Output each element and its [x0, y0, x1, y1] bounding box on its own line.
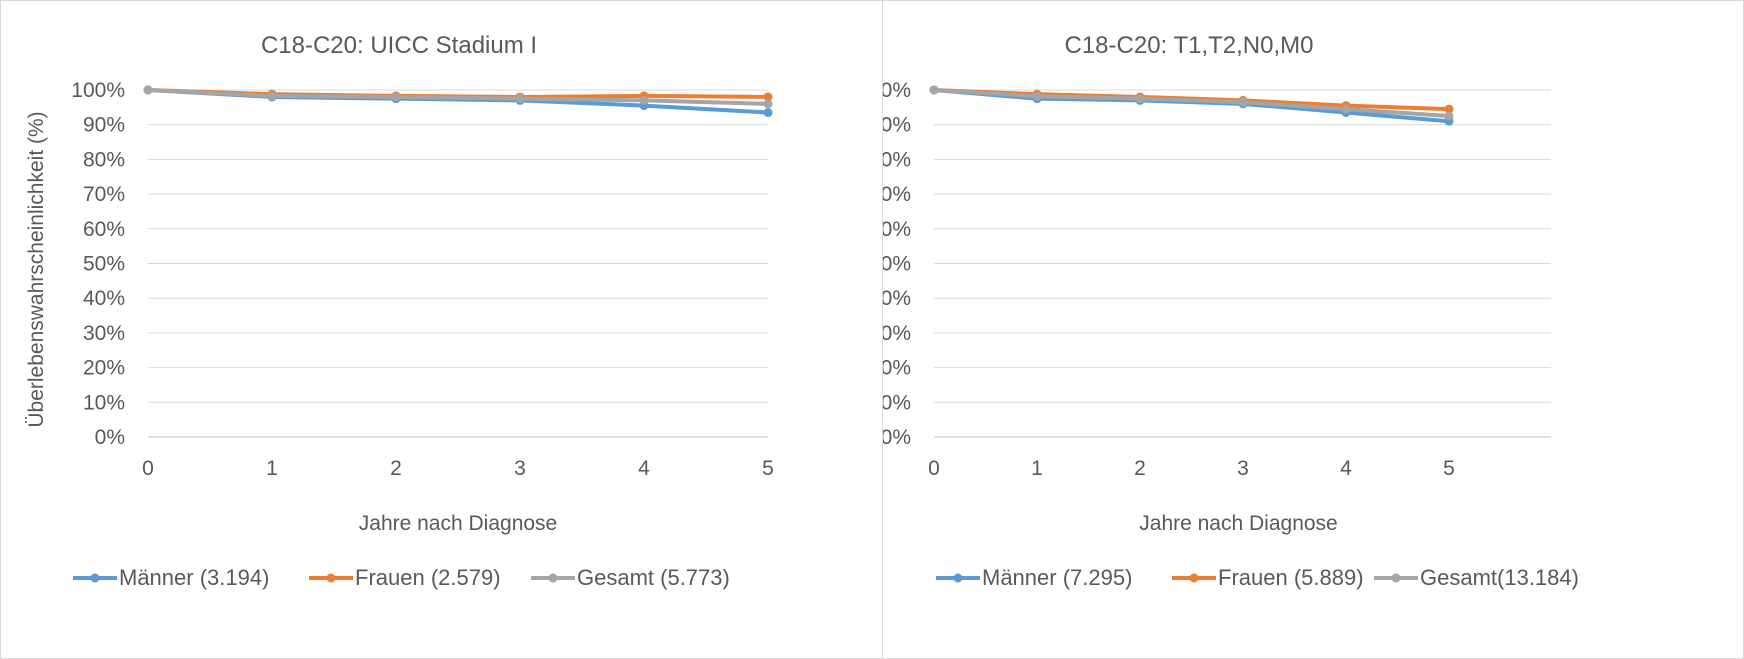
legend-label: Gesamt (5.773) — [577, 565, 730, 590]
x-tick-label: 4 — [638, 457, 650, 480]
x-tick-label: 2 — [1134, 457, 1146, 480]
legend-key-marker — [1189, 573, 1199, 583]
legend-key-marker — [326, 573, 336, 583]
y-tick-label: 30% — [883, 322, 911, 345]
chart-svg: C18-C20: T1,T2,N0,M0 0% 10% 20% 30% 40% 50% 60%… — [883, 32, 1579, 590]
legend-key-marker — [548, 573, 558, 583]
legend-label: Gesamt(13.184) — [1420, 565, 1579, 590]
y-tick-label: 50% — [83, 253, 125, 276]
legend-label: Frauen (5.889) — [1218, 565, 1364, 590]
y-tick-label: 60% — [883, 218, 911, 241]
y-tick-label: 20% — [83, 357, 125, 380]
x-tick-label: 1 — [266, 457, 278, 480]
legend-key-marker — [1391, 573, 1401, 583]
legend-label: Frauen (2.579) — [355, 565, 501, 590]
y-tick-label: 0% — [95, 426, 125, 449]
y-tick-label: 100% — [883, 79, 911, 102]
legend-label: Männer (3.194) — [119, 565, 269, 590]
data-point — [1341, 104, 1351, 114]
x-tick-label: 5 — [1443, 457, 1455, 480]
survival-chart-t1-t2-n0-m0: C18-C20: T1,T2,N0,M0 0% 10% 20% 30% 40% 50% 60%… — [882, 0, 1744, 659]
data-point — [515, 94, 525, 104]
y-tick-label: 20% — [883, 357, 911, 380]
x-axis-label: Jahre nach Diagnose — [1139, 512, 1337, 535]
data-point — [391, 92, 401, 102]
y-tick-label: 70% — [83, 183, 125, 206]
x-tick-label: 0 — [928, 457, 940, 480]
y-axis-label: Überlebenswahrscheinlichkeit (%) — [25, 111, 48, 427]
x-tick-label: 3 — [514, 457, 526, 480]
y-tick-label: 40% — [83, 287, 125, 310]
data-point — [1238, 97, 1248, 107]
data-point — [267, 91, 277, 101]
data-point — [1135, 94, 1145, 104]
y-tick-label: 70% — [883, 183, 911, 206]
data-point — [1444, 104, 1454, 114]
data-point — [143, 85, 153, 95]
y-tick-label: 30% — [83, 322, 125, 345]
series-line — [932, 88, 1451, 119]
legend-label: Männer (7.295) — [982, 565, 1132, 590]
data-point — [929, 85, 939, 95]
y-tick-label: 80% — [883, 148, 911, 171]
data-point — [639, 95, 649, 105]
legend-key-marker — [953, 573, 963, 583]
x-tick-label: 1 — [1031, 457, 1043, 480]
y-tick-label: 90% — [83, 114, 125, 137]
chart-title: C18-C20: UICC Stadium I — [261, 32, 537, 59]
x-axis-label: Jahre nach Diagnose — [359, 512, 557, 535]
chart-svg: C18-C20: UICC Stadium I 0% 10% 20% 30% 40% 50%… — [25, 32, 774, 590]
data-point — [763, 92, 773, 102]
data-point — [1444, 111, 1454, 121]
chart-title: C18-C20: T1,T2,N0,M0 — [1065, 32, 1314, 59]
y-tick-label: 60% — [83, 218, 125, 241]
data-point — [763, 99, 773, 109]
x-tick-label: 5 — [762, 457, 774, 480]
y-tick-label: 0% — [883, 426, 911, 449]
y-tick-label: 10% — [83, 391, 125, 414]
y-tick-label: 100% — [71, 79, 125, 102]
legend-key-marker — [90, 573, 100, 583]
data-point — [1032, 91, 1042, 101]
y-tick-label: 50% — [883, 253, 911, 276]
survival-chart-uicc-stadium-i: C18-C20: UICC Stadium I 0% 10% 20% 30% 40% 50%… — [0, 0, 883, 659]
x-tick-label: 0 — [142, 457, 154, 480]
x-tick-label: 4 — [1340, 457, 1352, 480]
series-line — [146, 88, 770, 106]
y-tick-label: 80% — [83, 148, 125, 171]
x-tick-label: 3 — [1237, 457, 1249, 480]
y-tick-label: 10% — [883, 391, 911, 414]
data-point — [763, 108, 773, 118]
x-tick-label: 2 — [390, 457, 402, 480]
y-tick-label: 40% — [883, 287, 911, 310]
y-tick-label: 90% — [883, 114, 911, 137]
